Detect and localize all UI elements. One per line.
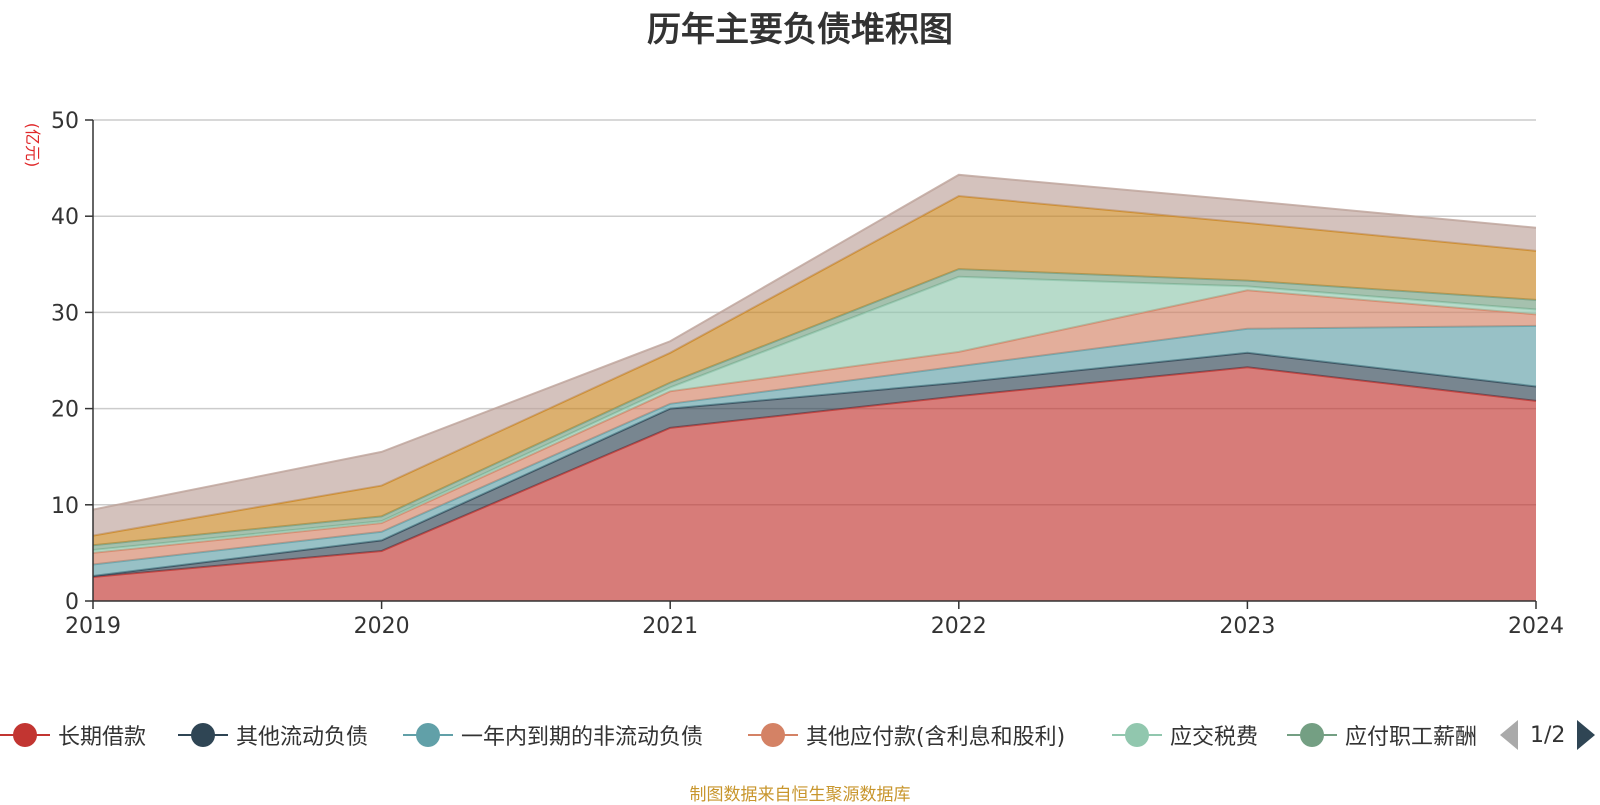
y-tick-label: 10 xyxy=(51,494,79,519)
legend-item[interactable]: 应付职工薪酬 xyxy=(1287,712,1477,758)
legend-item[interactable]: 应交税费 xyxy=(1112,712,1258,758)
legend-item[interactable]: 长期借款 xyxy=(0,712,146,758)
legend-marker-icon xyxy=(0,723,50,747)
legend-label: 长期借款 xyxy=(58,725,147,750)
y-tick-label: 40 xyxy=(51,205,79,230)
x-tick-label: 2020 xyxy=(354,614,410,639)
area-series-1[interactable] xyxy=(93,352,1536,577)
area-series-5[interactable] xyxy=(93,269,1536,551)
legend-label: 其他应付款(含利息和股利) xyxy=(806,725,1066,750)
legend-pager: 1/2 xyxy=(1500,712,1596,758)
source-note: 制图数据来自恒生聚源数据库 xyxy=(689,785,911,805)
area-series-7[interactable] xyxy=(93,174,1536,536)
y-tick-label: 0 xyxy=(65,590,79,615)
chart-title: 历年主要负债堆积图 xyxy=(647,10,953,50)
area-series-2[interactable] xyxy=(93,325,1536,576)
legend-item[interactable]: 其他应付款(含利息和股利) xyxy=(748,712,1065,758)
legend-marker-icon xyxy=(178,723,228,747)
area-series-6[interactable] xyxy=(93,195,1536,546)
y-tick-label: 20 xyxy=(51,398,79,423)
legend-label: 其他流动负债 xyxy=(236,725,369,750)
x-tick-label: 2023 xyxy=(1219,614,1275,639)
legend-label: 一年内到期的非流动负债 xyxy=(461,725,704,750)
legend: 长期借款 其他流动负债 一年内到期的非流动负债 其他应付款(含利息和股利) 应交税费 应付… xyxy=(0,712,1600,758)
x-tick-label: 2021 xyxy=(642,614,698,639)
legend-page-indicator: 1/2 xyxy=(1530,722,1566,748)
legend-marker-icon xyxy=(1287,723,1337,747)
x-tick-label: 2022 xyxy=(931,614,987,639)
legend-marker-icon xyxy=(403,723,453,747)
area-series-3[interactable] xyxy=(93,290,1536,565)
legend-item[interactable]: 一年内到期的非流动负债 xyxy=(403,712,703,758)
chart-plot: 0 10 20 30 40 50 2019 2020 2021 2022 2023 2024 (亿元) xyxy=(23,109,1564,639)
x-tick-label: 2019 xyxy=(65,614,121,639)
legend-item[interactable]: 其他流动负债 xyxy=(178,712,368,758)
legend-label: 应交税费 xyxy=(1170,725,1259,750)
legend-next-page-icon[interactable] xyxy=(1577,720,1596,750)
legend-prev-page-icon[interactable] xyxy=(1500,720,1518,750)
area-series-line-7 xyxy=(92,173,1537,511)
area-series-0[interactable] xyxy=(93,367,1536,601)
y-tick-label: 30 xyxy=(51,301,79,326)
legend-marker-icon xyxy=(748,723,798,747)
x-tick-label: 2024 xyxy=(1508,614,1564,639)
y-axis-unit-label: (亿元) xyxy=(23,123,42,168)
y-tick-label: 50 xyxy=(51,109,79,134)
legend-marker-icon xyxy=(1112,723,1162,747)
legend-label: 应付职工薪酬 xyxy=(1345,725,1478,750)
